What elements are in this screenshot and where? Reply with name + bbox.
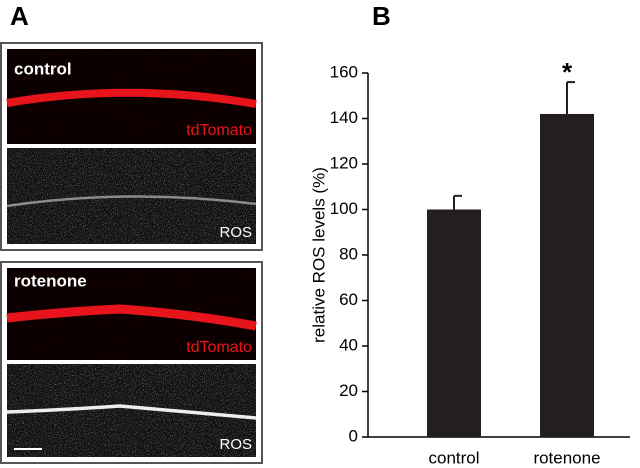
channel-label: tdTomato — [186, 122, 252, 139]
x-tick-label: control — [428, 448, 479, 467]
y-tick-label: 20 — [339, 381, 358, 400]
y-tick-label: 120 — [330, 153, 358, 172]
y-tick-label: 140 — [330, 108, 358, 127]
x-tick-label: rotenone — [533, 448, 600, 467]
y-axis-label: relative ROS levels (%) — [309, 167, 328, 343]
significance-marker: * — [562, 57, 573, 87]
bar — [540, 113, 594, 437]
channel-label: ROS — [219, 436, 252, 453]
channel-label: ROS — [219, 224, 252, 241]
axon-signal — [6, 88, 257, 108]
y-tick-label: 160 — [330, 62, 358, 81]
image-label: rotenone — [14, 271, 87, 290]
panel-label: B — [372, 1, 391, 31]
y-tick-label: 60 — [339, 290, 358, 309]
y-tick-label: 0 — [349, 426, 358, 445]
y-tick-label: 40 — [339, 335, 358, 354]
panel-label: A — [10, 1, 29, 31]
axon-signal — [6, 304, 257, 331]
y-tick-label: 80 — [339, 244, 358, 263]
image-label: control — [14, 59, 72, 78]
image-group: rotenone tdTomato ROS — [0, 261, 263, 464]
channel-label: tdTomato — [186, 339, 252, 356]
y-tick-label: 100 — [330, 199, 358, 218]
image-group: control tdTomato ROS — [0, 42, 263, 251]
axon-signal — [6, 195, 257, 208]
bar — [427, 209, 481, 437]
axon-signal — [6, 404, 257, 420]
